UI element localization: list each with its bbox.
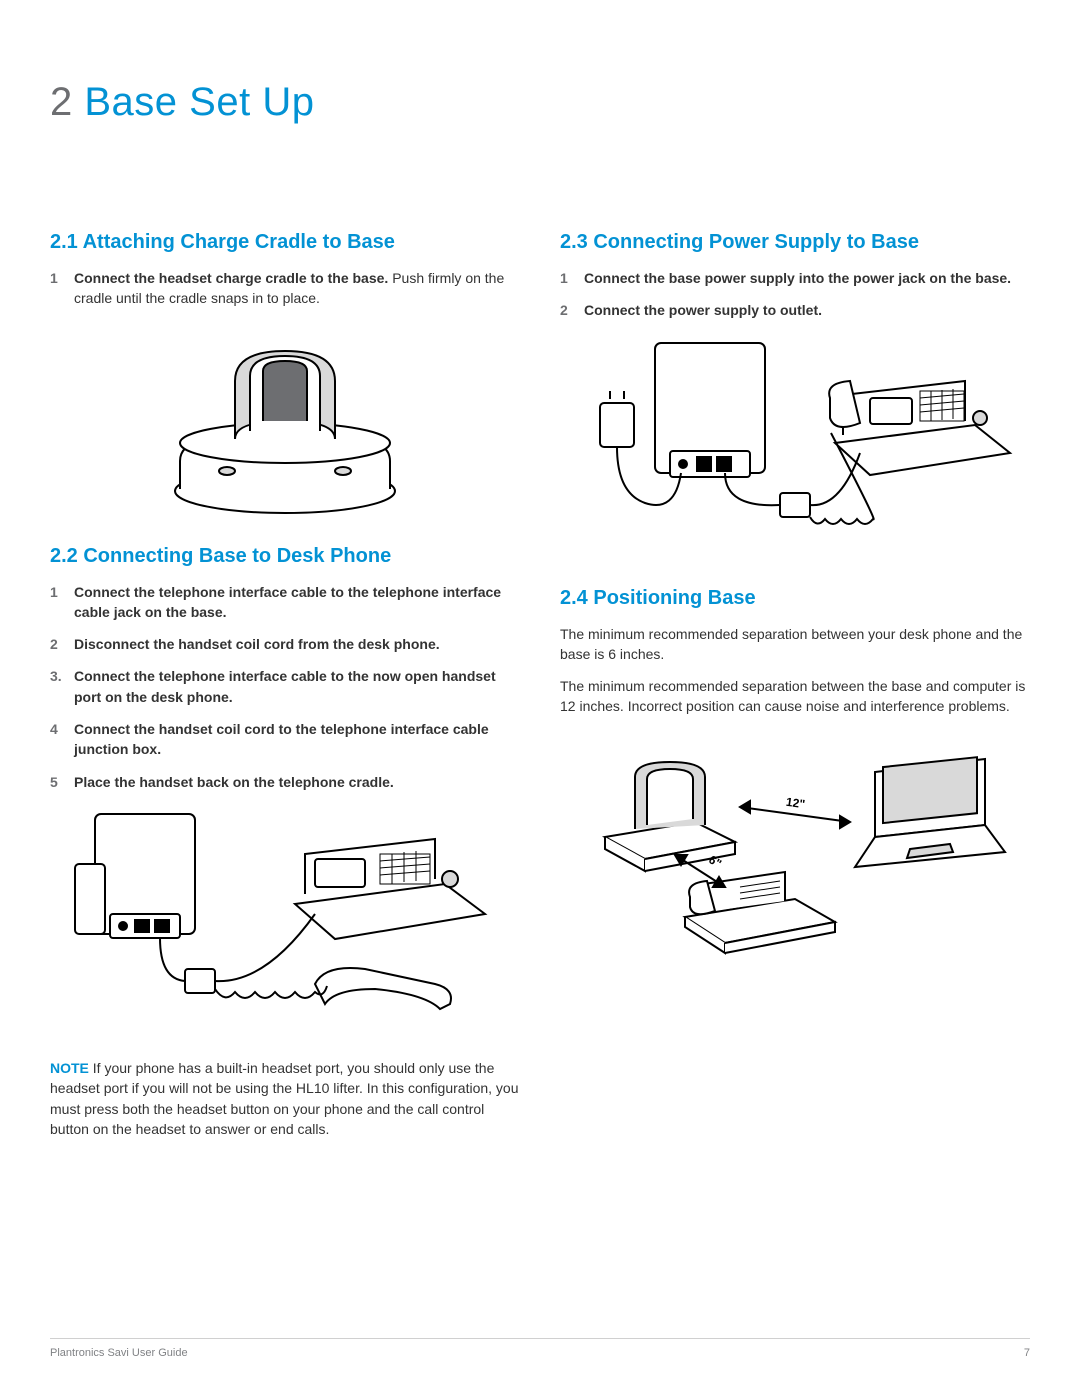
figure-power [560,333,1030,563]
figure-positioning: 12" 6" [560,747,1030,967]
chapter-number: 2 [50,80,73,124]
step-bold: Connect the power supply to outlet. [584,302,822,318]
heading-2-1: 2.1 Attaching Charge Cradle to Base [50,231,520,254]
step-bold: Connect the headset charge cradle to the… [74,270,388,286]
list-item: 5 Place the handset back on the telephone… [50,772,520,792]
left-column: 2.1 Attaching Charge Cradle to Base 1 Co… [50,225,520,1151]
base-deskphone-icon [65,804,505,1034]
step-number: 1 [50,268,58,288]
right-column: 2.3 Connecting Power Supply to Base 1 Con… [560,225,1030,1151]
step-number: 1 [50,582,58,602]
list-item: 1 Connect the telephone interface cable t… [50,582,520,623]
steps-2-1: 1 Connect the headset charge cradle to t… [50,268,520,309]
positioning-icon: 12" 6" [575,747,1015,967]
step-number: 5 [50,772,58,792]
note-label: NOTE [50,1060,89,1076]
step-number: 4 [50,719,58,739]
chapter-title: 2 Base Set Up [50,80,1030,125]
steps-2-2: 1 Connect the telephone interface cable t… [50,582,520,792]
step-bold: Connect the telephone interface cable to… [74,584,501,620]
footer-page-number: 7 [1024,1347,1030,1359]
step-number: 2 [50,634,58,654]
page-footer: Plantronics Savi User Guide 7 [50,1347,1030,1359]
power-supply-icon [575,333,1015,563]
note-2-2: NOTE If your phone has a built-in headse… [50,1058,520,1139]
para-2-4-a: The minimum recommended separation betwe… [560,624,1030,665]
step-bold: Disconnect the handset coil cord from th… [74,636,440,652]
step-bold: Place the handset back on the telephone … [74,774,394,790]
list-item: 2 Connect the power supply to outlet. [560,300,1030,320]
chapter-name: Base Set Up [84,80,314,124]
list-item: 2 Disconnect the handset coil cord from t… [50,634,520,654]
footer-left: Plantronics Savi User Guide [50,1347,188,1359]
note-text: If your phone has a built-in headset por… [50,1060,519,1137]
figure-cradle [50,321,520,521]
para-2-4-b: The minimum recommended separation betwe… [560,676,1030,717]
step-number: 1 [560,268,568,288]
cradle-base-icon [155,321,415,521]
step-bold: Connect the telephone interface cable to… [74,668,496,704]
step-number: 3. [50,666,62,686]
list-item: 1 Connect the headset charge cradle to t… [50,268,520,309]
list-item: 4 Connect the handset coil cord to the te… [50,719,520,760]
heading-2-3: 2.3 Connecting Power Supply to Base [560,231,1030,254]
footer-rule [50,1338,1030,1339]
heading-2-4: 2.4 Positioning Base [560,587,1030,610]
step-bold: Connect the handset coil cord to the tel… [74,721,489,757]
list-item: 3. Connect the telephone interface cable … [50,666,520,707]
step-number: 2 [560,300,568,320]
list-item: 1 Connect the base power supply into the … [560,268,1030,288]
distance-label-12: 12" [785,795,806,812]
heading-2-2: 2.2 Connecting Base to Desk Phone [50,545,520,568]
steps-2-3: 1 Connect the base power supply into the … [560,268,1030,321]
step-bold: Connect the base power supply into the p… [584,270,1011,286]
figure-deskphone [50,804,520,1034]
